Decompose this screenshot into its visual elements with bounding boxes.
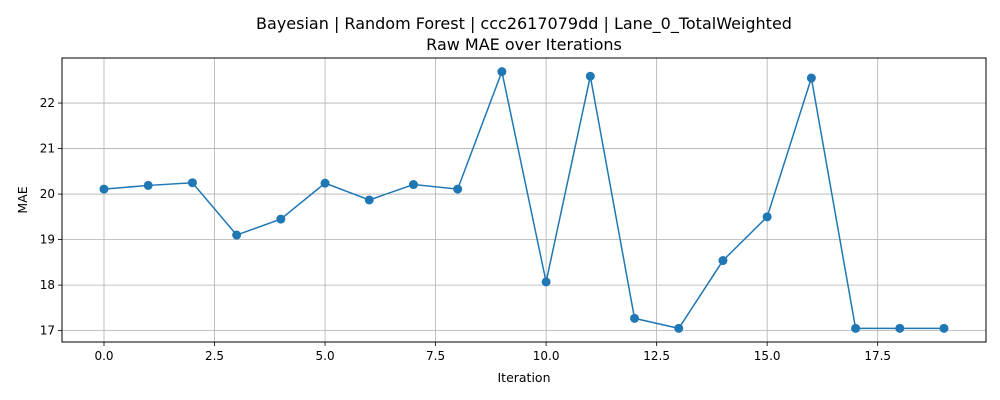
- x-tick-label: 2.5: [205, 349, 224, 363]
- y-tick-label: 17: [40, 324, 55, 338]
- series-line: [103, 68, 944, 330]
- data-point: [99, 184, 109, 194]
- grid: [62, 58, 986, 342]
- data-point: [718, 256, 728, 266]
- data-point: [408, 180, 418, 190]
- data-point: [585, 71, 595, 81]
- data-point: [541, 277, 551, 287]
- data-point: [276, 214, 286, 224]
- x-tick-label: 0.0: [94, 349, 113, 363]
- data-point: [630, 313, 640, 323]
- data-point: [497, 67, 507, 77]
- data-point: [762, 212, 772, 222]
- data-point: [320, 178, 330, 188]
- x-tick-label: 15.0: [754, 349, 781, 363]
- y-tick-label: 20: [40, 187, 55, 201]
- x-tick-label: 10.0: [533, 349, 560, 363]
- data-point: [143, 180, 153, 190]
- x-tick-label: 7.5: [426, 349, 445, 363]
- chart-title-line-1: Bayesian | Random Forest | ccc2617079dd …: [256, 14, 792, 34]
- ticks: 0.0 2.5 5.0 7.5 10.0 12.5 15.0 17.5 17 18 19 20 21 22: [40, 96, 891, 363]
- y-tick-label: 22: [40, 96, 55, 110]
- x-tick-label: 5.0: [316, 349, 335, 363]
- x-tick-label: 17.5: [864, 349, 891, 363]
- y-tick-label: 19: [40, 233, 55, 247]
- data-point: [895, 323, 905, 333]
- data-point: [453, 184, 463, 194]
- chart-title-line-2: Raw MAE over Iterations: [426, 35, 622, 54]
- data-point: [806, 73, 816, 83]
- series-layer: [99, 67, 949, 333]
- data-point: [939, 323, 949, 333]
- x-tick-label: 12.5: [643, 349, 670, 363]
- y-axis-label: MAE: [15, 186, 30, 213]
- y-tick-label: 18: [40, 278, 55, 292]
- x-axis-label: Iteration: [497, 370, 550, 385]
- data-point: [364, 195, 374, 205]
- data-point: [232, 230, 242, 240]
- data-point: [851, 323, 861, 333]
- data-point: [187, 178, 197, 188]
- data-point: [674, 323, 684, 333]
- y-tick-label: 21: [40, 142, 55, 156]
- plot-area-frame: [61, 57, 987, 343]
